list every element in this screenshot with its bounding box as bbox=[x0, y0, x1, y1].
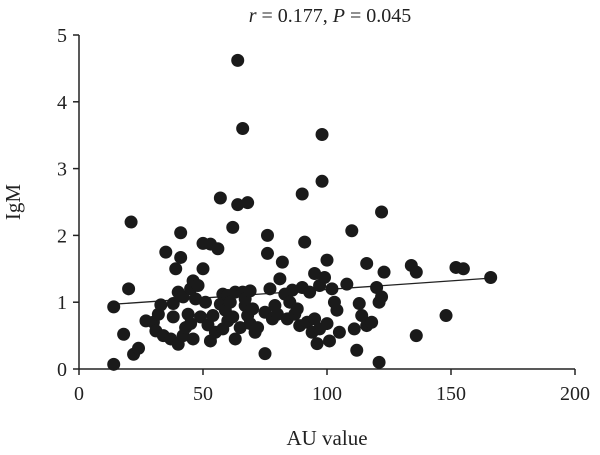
data-point bbox=[211, 242, 225, 256]
x-tick-label: 50 bbox=[193, 383, 213, 405]
x-tick-label: 0 bbox=[74, 383, 84, 405]
data-point bbox=[345, 224, 359, 238]
data-point bbox=[318, 270, 332, 284]
data-point bbox=[231, 53, 245, 67]
y-tick-label: 5 bbox=[57, 25, 67, 47]
x-tick-label: 150 bbox=[436, 383, 466, 405]
data-point bbox=[196, 262, 210, 276]
data-point bbox=[355, 309, 369, 323]
data-point bbox=[124, 215, 138, 229]
data-point bbox=[298, 235, 312, 249]
data-point bbox=[310, 337, 324, 351]
data-point bbox=[186, 332, 200, 346]
data-point bbox=[132, 341, 146, 355]
data-point bbox=[189, 292, 203, 306]
data-point bbox=[166, 310, 180, 324]
data-point bbox=[308, 266, 322, 280]
data-points bbox=[107, 53, 498, 371]
data-point bbox=[260, 246, 274, 260]
y-tick-label: 0 bbox=[57, 359, 67, 381]
data-point bbox=[375, 290, 389, 304]
data-point bbox=[270, 307, 284, 321]
title-p-symbol: P bbox=[332, 5, 345, 27]
data-point bbox=[184, 317, 198, 331]
data-point bbox=[456, 262, 470, 276]
title-r-value: = 0.177, bbox=[257, 5, 333, 27]
data-point bbox=[213, 191, 227, 205]
y-ticks: 0 1 2 3 4 5 bbox=[57, 25, 79, 381]
data-point bbox=[273, 272, 287, 286]
data-point bbox=[409, 329, 423, 343]
data-point bbox=[246, 302, 260, 316]
data-point bbox=[360, 256, 374, 270]
y-axis-label: IgM bbox=[1, 184, 25, 220]
data-point bbox=[251, 321, 265, 335]
data-point bbox=[303, 285, 317, 299]
title-p-value: = 0.045 bbox=[345, 5, 411, 27]
data-point bbox=[409, 265, 423, 279]
data-point bbox=[154, 298, 168, 312]
data-point bbox=[169, 262, 183, 276]
data-point bbox=[330, 303, 344, 317]
data-point bbox=[226, 220, 240, 234]
data-point bbox=[174, 250, 188, 264]
data-point bbox=[372, 355, 386, 369]
data-point bbox=[198, 295, 212, 309]
data-point bbox=[228, 332, 242, 346]
x-tick-label: 200 bbox=[560, 383, 590, 405]
data-point bbox=[377, 265, 391, 279]
y-tick-label: 1 bbox=[57, 292, 67, 314]
data-point bbox=[117, 327, 131, 341]
data-point bbox=[285, 283, 299, 297]
data-point bbox=[226, 310, 240, 324]
data-point bbox=[340, 277, 354, 291]
data-point bbox=[243, 284, 257, 298]
y-tick-label: 4 bbox=[57, 92, 67, 114]
data-point bbox=[315, 174, 329, 188]
data-point bbox=[107, 300, 121, 314]
data-point bbox=[174, 226, 188, 240]
data-point bbox=[320, 317, 334, 331]
data-point bbox=[290, 302, 304, 316]
data-point bbox=[365, 315, 379, 329]
data-point bbox=[191, 279, 205, 292]
data-point bbox=[236, 122, 250, 136]
title-r-symbol: r bbox=[249, 5, 257, 27]
x-axis-label: AU value bbox=[286, 426, 367, 450]
data-point bbox=[484, 270, 498, 284]
data-point bbox=[223, 295, 237, 309]
data-point bbox=[315, 128, 329, 142]
data-point bbox=[308, 312, 322, 326]
data-point bbox=[347, 322, 361, 336]
data-point bbox=[231, 198, 245, 212]
data-point bbox=[122, 282, 136, 296]
data-point bbox=[325, 282, 339, 296]
data-point bbox=[206, 309, 220, 323]
chart-title: r = 0.177, P = 0.045 bbox=[249, 5, 412, 27]
data-point bbox=[263, 282, 277, 296]
data-point bbox=[275, 255, 289, 269]
x-tick-label: 100 bbox=[312, 383, 342, 405]
data-point bbox=[295, 187, 309, 201]
data-point bbox=[352, 297, 366, 311]
data-point bbox=[350, 343, 364, 357]
data-point bbox=[241, 196, 255, 210]
x-ticks: 0 50 100 150 200 bbox=[74, 369, 590, 405]
data-point bbox=[322, 334, 336, 348]
data-point bbox=[375, 205, 389, 219]
data-point bbox=[233, 321, 247, 335]
data-point bbox=[107, 357, 121, 371]
data-point bbox=[332, 325, 346, 339]
y-tick-label: 2 bbox=[57, 225, 67, 247]
data-point bbox=[439, 309, 453, 323]
y-tick-label: 3 bbox=[57, 159, 67, 181]
data-point bbox=[258, 347, 272, 361]
data-point bbox=[159, 245, 173, 259]
data-point bbox=[260, 228, 274, 242]
data-point bbox=[166, 297, 180, 311]
data-point bbox=[320, 253, 334, 267]
